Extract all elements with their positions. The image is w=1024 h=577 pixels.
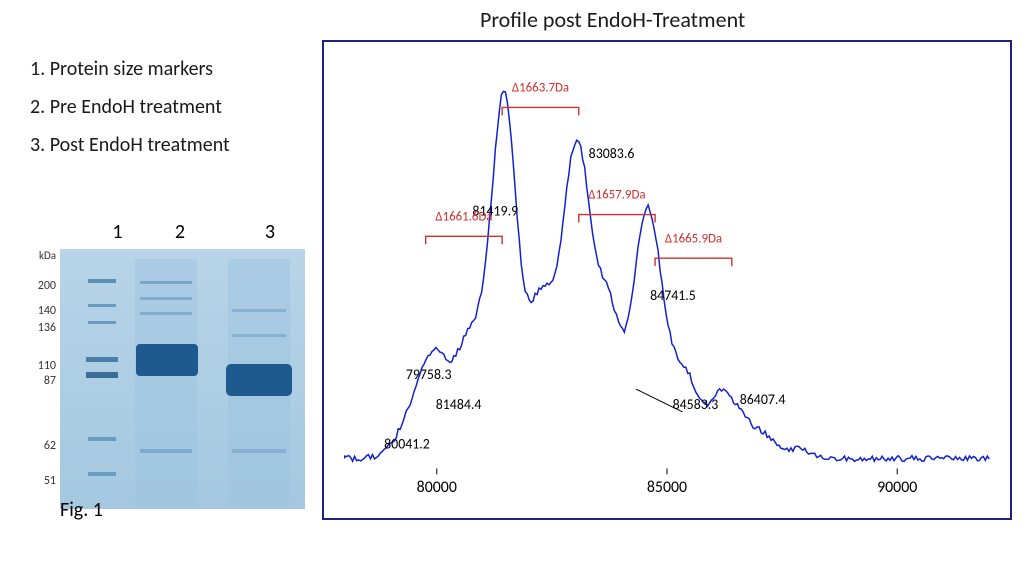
legend-item: 1. Protein size markers [30, 50, 230, 88]
gel-lane-3 [226, 259, 292, 509]
peak-label: 84741.5 [650, 287, 696, 304]
legend-item: 3. Post EndoH treatment [30, 126, 230, 164]
lane-number: 3 [235, 220, 305, 244]
delta-label: Δ1661.6Da [435, 209, 492, 224]
kda-unit: kDa [39, 249, 56, 262]
kda-marker: 136 [38, 321, 56, 335]
peak-label: 83083.6 [589, 145, 635, 162]
legend-item: 2. Pre EndoH treatment [30, 88, 230, 126]
peak-label: 80041.2 [384, 436, 430, 453]
lane-labels: 1 2 3 [100, 220, 310, 244]
gel-image [60, 249, 305, 509]
figure-label: Fig. 1 [60, 498, 103, 522]
lane-number: 1 [100, 220, 135, 244]
delta-bracket: Δ1663.7Da [502, 81, 579, 116]
gel-figure: 1 2 3 kDa 200 140 136 11087 62 51 [30, 220, 310, 509]
chart-title: Profile post EndoH-Treatment [480, 6, 745, 33]
gel-lane-2 [135, 259, 198, 509]
x-tick-label: 85000 [647, 478, 687, 497]
kda-marker: 87 [44, 374, 56, 388]
peak-label: 79758.3 [406, 366, 452, 383]
kda-marker: 51 [44, 474, 56, 488]
delta-label: Δ1663.7Da [512, 81, 569, 96]
gel-legend: 1. Protein size markers 2. Pre EndoH tre… [30, 50, 230, 164]
kda-marker: 110 [38, 359, 56, 373]
peak-label: 86407.4 [740, 391, 786, 408]
kda-marker: 140 [38, 304, 56, 318]
x-tick-label: 90000 [877, 478, 917, 497]
lane-number: 2 [145, 220, 215, 244]
kda-marker: 200 [38, 279, 56, 293]
delta-bracket: Δ1661.6Da [426, 209, 503, 244]
kda-marker: 62 [44, 439, 56, 453]
x-tick-label: 80000 [417, 478, 457, 497]
delta-bracket: Δ1665.9Da [655, 231, 732, 266]
delta-label: Δ1665.9Da [665, 231, 722, 246]
kda-axis: kDa 200 140 136 11087 62 51 [30, 249, 60, 509]
mass-spec-chart: 80000850009000079758.380041.281419.98148… [322, 40, 1012, 520]
delta-label: Δ1657.9Da [588, 188, 645, 203]
peak-label: 81484.4 [436, 396, 482, 413]
